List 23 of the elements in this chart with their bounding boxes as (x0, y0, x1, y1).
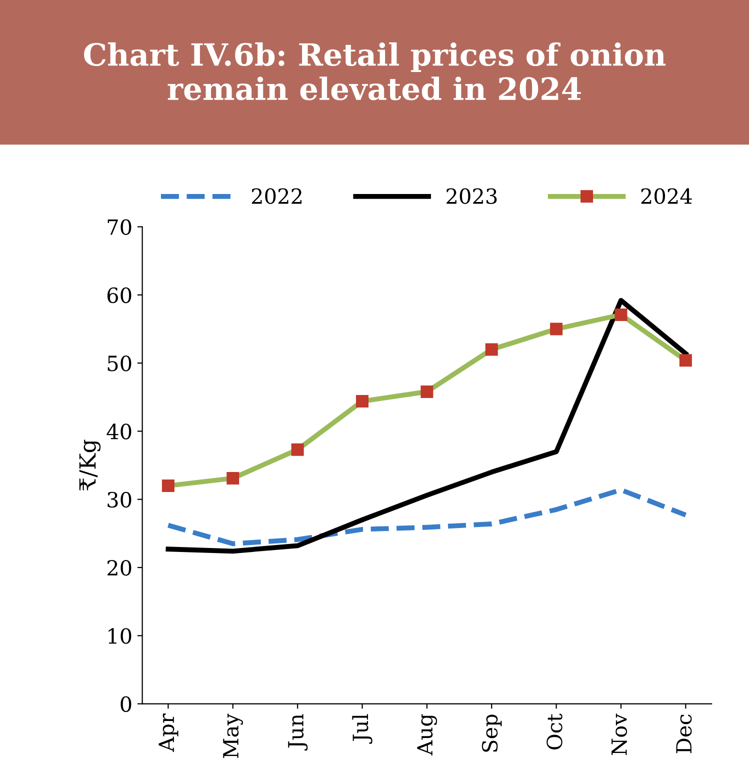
x-tick-label: Jul (352, 714, 372, 744)
y-tick-label: 50 (108, 356, 132, 372)
chart-title: Chart IV.6b: Retail prices of onion remain elevated in 2024 (84, 42, 666, 100)
y-tick-label: 20 (107, 560, 132, 576)
y-tick-label: 30 (108, 492, 132, 508)
y-tick-label: 70 (108, 219, 132, 235)
x-tick-label: May (223, 714, 243, 758)
line-series (166, 487, 688, 546)
legend-label: 2022 (252, 188, 302, 204)
x-tick-label: Sep (482, 714, 502, 752)
x-tick-label: Jun (288, 714, 308, 750)
x-tick-label: Dec (676, 714, 692, 754)
y-axis-title: ₹/Kg (79, 440, 101, 490)
y-tick-label: 40 (106, 424, 132, 440)
y-tick-label: 0 (120, 696, 132, 712)
x-tick-label: Oct (546, 714, 562, 750)
x-tick-label: Apr (158, 714, 178, 752)
y-tick-label: 10 (108, 628, 132, 644)
legend-label: 2023 (446, 188, 497, 204)
y-tick-label: 60 (107, 287, 132, 304)
legend-label: 2024 (641, 188, 692, 204)
x-tick-label: Nov (612, 714, 628, 756)
x-tick-label: Aug (417, 714, 438, 756)
